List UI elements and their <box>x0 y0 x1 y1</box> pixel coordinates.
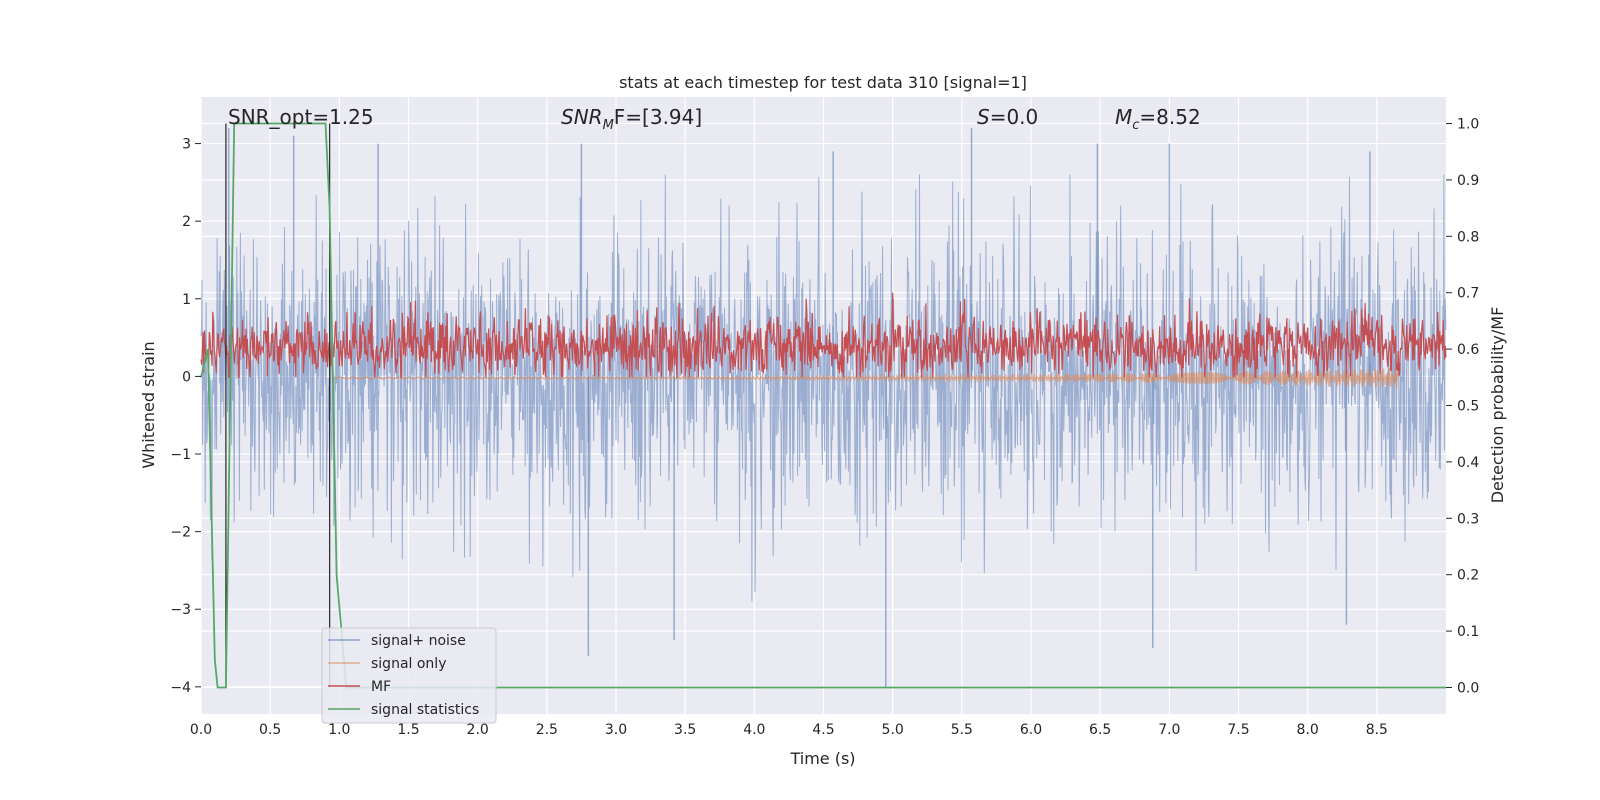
annotation-s-symbol: S <box>977 105 990 129</box>
y2-tick-label: 0.6 <box>1457 342 1479 358</box>
legend: signal+ noise signal only MF signal stat… <box>321 627 497 724</box>
x-tick-label: 8.5 <box>1366 722 1388 738</box>
y2-tick-label: 0.5 <box>1457 399 1479 415</box>
y-tick-label: 0 <box>182 369 191 385</box>
y-tick-label: −3 <box>170 602 191 618</box>
mf-line <box>200 292 1447 378</box>
y2-tick-label: 1.0 <box>1457 117 1479 133</box>
legend-label-mf: MF <box>371 679 391 695</box>
x-tick-label: 8.0 <box>1297 722 1319 738</box>
legend-label-signal-noise: signal+ noise <box>371 633 466 649</box>
annotation-s: S=0.0 <box>977 105 1038 129</box>
x-tick-label: 3.5 <box>674 722 696 738</box>
annotation-mc-symbol: M <box>1115 105 1132 129</box>
x-tick-label: 6.5 <box>1089 722 1111 738</box>
x-tick-label: 6.0 <box>1020 722 1042 738</box>
signal-only-series <box>332 368 1399 388</box>
annotation-mc: Mc=8.52 <box>1115 105 1201 133</box>
y2-tick-label: 0.3 <box>1457 511 1479 527</box>
x-tick-label: 1.0 <box>328 722 350 738</box>
annotation-mc-subscript: c <box>1132 118 1139 133</box>
x-tick-label: 4.5 <box>812 722 834 738</box>
y2-tick-label: 0.0 <box>1457 680 1479 696</box>
y2-tick-label: 0.4 <box>1457 455 1479 471</box>
y-tick-label: 2 <box>182 214 191 230</box>
annotation-snr-mf: SNRMF=[3.94] <box>561 105 702 133</box>
y-tick-label: −4 <box>170 680 191 696</box>
annotation-snr-mf-symbol: SNR <box>561 105 603 129</box>
y-tick-labels: −4 −3 −2 −1 0 1 2 3 <box>170 137 201 696</box>
x-tick-label: 5.0 <box>882 722 904 738</box>
x-tick-label: 1.5 <box>397 722 419 738</box>
x-axis-label: Time (s) <box>789 749 855 768</box>
y2-tick-label: 0.2 <box>1457 568 1479 584</box>
y-tick-label: 3 <box>182 137 191 153</box>
y-tick-label: −2 <box>170 525 191 541</box>
signal-statistics-series <box>200 122 1446 689</box>
y2-tick-label: 0.9 <box>1457 173 1479 189</box>
x-tick-label: 2.5 <box>536 722 558 738</box>
y-axis-label: Whitened strain <box>139 341 158 468</box>
y2-axis-label: Detection probability/MF <box>1488 307 1507 504</box>
x-tick-label: 2.0 <box>467 722 489 738</box>
y2-tick-label: 0.8 <box>1457 229 1479 245</box>
chart-title: stats at each timestep for test data 310… <box>619 73 1027 92</box>
legend-label-signal-statistics: signal statistics <box>371 702 479 718</box>
y2-tick-label: 0.7 <box>1457 286 1479 302</box>
y2-tick-label: 0.1 <box>1457 624 1479 640</box>
annotation-mc-value: =8.52 <box>1139 105 1200 129</box>
annotation-s-value: =0.0 <box>990 105 1039 129</box>
x-tick-label: 0.5 <box>259 722 281 738</box>
signal-statistics-line <box>200 122 1446 689</box>
x-tick-label: 5.5 <box>951 722 973 738</box>
x-tick-labels: 0.0 0.5 1.0 1.5 2.0 2.5 3.0 3.5 4.0 4.5 5.0 5.5 6.0 6… <box>190 722 1388 738</box>
x-tick-label: 4.0 <box>743 722 765 738</box>
signal-only-line <box>332 368 1399 388</box>
x-tick-label: 3.0 <box>605 722 627 738</box>
y2-tick-labels: 0.0 0.1 0.2 0.3 0.4 0.5 0.6 0.7 0.8 0.9 1.0 <box>1446 117 1479 696</box>
mf-series <box>200 292 1447 378</box>
y-tick-label: −1 <box>170 447 191 463</box>
annotation-snr-mf-subscript: M <box>603 118 614 133</box>
x-tick-label: 7.0 <box>1158 722 1180 738</box>
y-tick-label: 1 <box>182 292 191 308</box>
legend-box <box>321 627 497 724</box>
annotation-snr-mf-value: F=[3.94] <box>614 105 702 129</box>
x-tick-label: 7.5 <box>1227 722 1249 738</box>
annotation-snr-opt: SNR_opt=1.25 <box>228 105 374 129</box>
legend-label-signal-only: signal only <box>371 656 446 672</box>
signal-noise-series <box>200 128 1447 687</box>
x-tick-label: 0.0 <box>190 722 212 738</box>
signal-noise-line <box>200 174 1447 602</box>
